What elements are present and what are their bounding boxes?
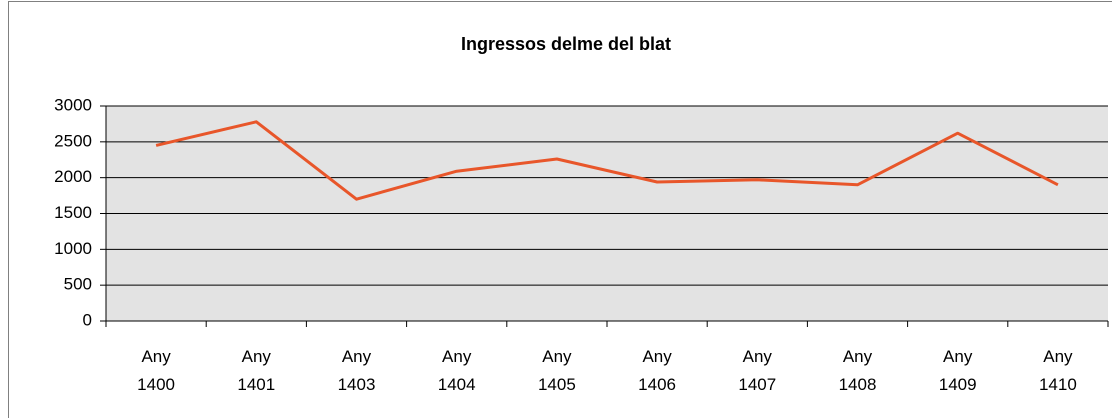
x-tick-label: Any 1407 [738, 347, 777, 394]
chart-title: Ingressos delme del blat [461, 34, 671, 54]
y-tick-label: 2500 [54, 131, 92, 150]
x-tick-label: Any 1400 [137, 347, 175, 394]
x-tick-label: Any 1409 [938, 347, 977, 394]
y-tick-label: 1000 [54, 239, 92, 258]
y-tick-label: 2000 [54, 167, 92, 186]
x-tick-label: Any 1401 [237, 347, 276, 394]
x-tick-label: Any 1405 [537, 347, 576, 394]
line [155, 120, 1059, 201]
x-tick-label: Any 1406 [638, 347, 676, 394]
x-tick-label: Any 1404 [437, 347, 476, 394]
x-tick-label: Any 1403 [337, 347, 376, 394]
y-tick-label: 500 [64, 275, 92, 294]
x-tick-label: Any 1408 [838, 347, 877, 394]
y-tick-label: 0 [83, 310, 92, 329]
y-tick-label: 1500 [54, 203, 92, 222]
x-tick-label: Any 1410 [1038, 347, 1077, 394]
y-tick-label: 3000 [54, 95, 92, 114]
